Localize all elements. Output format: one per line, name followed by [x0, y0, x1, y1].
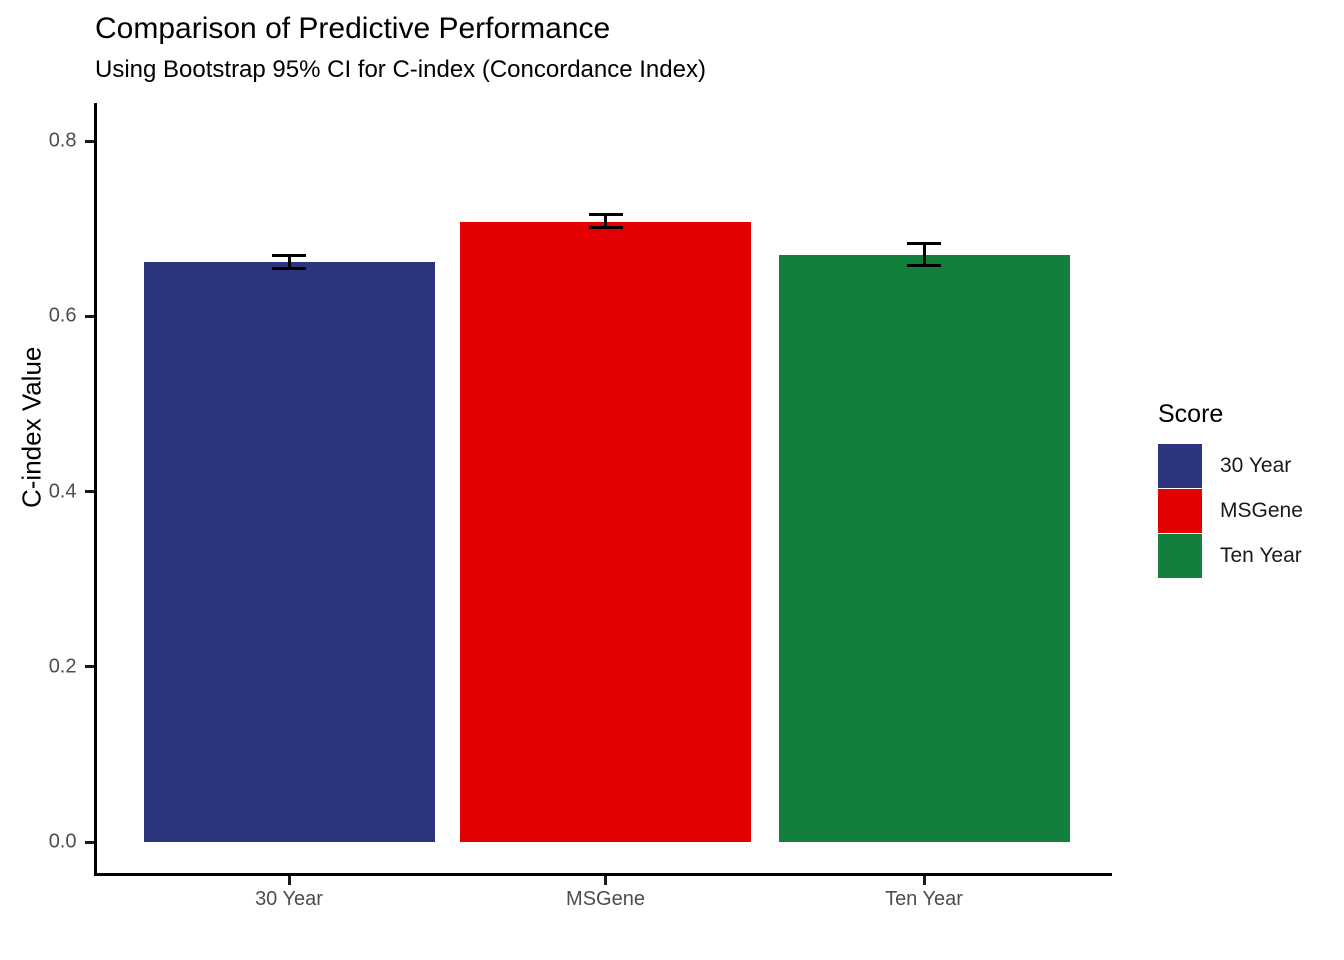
y-tick-label-0.8: 0.8	[48, 129, 77, 152]
x-tick-30-year	[287, 875, 291, 885]
y-tick-label-0.6: 0.6	[48, 304, 77, 327]
chart-subtitle: Using Bootstrap 95% CI for C-index (Conc…	[95, 56, 706, 83]
legend-label-ten-year: Ten Year	[1220, 544, 1302, 567]
legend-title: Score	[1158, 400, 1224, 428]
x-axis-line	[93, 872, 1112, 876]
y-tick-0.2	[84, 665, 94, 669]
error-bar-line-ten-year	[922, 243, 926, 266]
x-tick-label-ten-year: Ten Year	[885, 888, 963, 910]
y-tick-label-0: 0.0	[48, 830, 77, 853]
error-bar-cap-bottom-msgene	[588, 226, 623, 230]
y-tick-0.4	[84, 490, 94, 494]
y-tick-label-0.2: 0.2	[48, 655, 77, 678]
legend-swatch-30-year	[1158, 444, 1202, 488]
legend-swatch-msgene	[1158, 489, 1202, 533]
error-bar-line-msgene	[604, 214, 607, 228]
y-axis-line	[93, 103, 97, 876]
error-bar-cap-bottom-30-year	[272, 266, 306, 270]
bar-msgene	[460, 221, 751, 842]
y-tick-label-0.4: 0.4	[48, 480, 77, 503]
x-tick-label-msgene: MSGene	[566, 888, 645, 910]
error-bar-cap-top-30-year	[272, 253, 306, 257]
error-bar-cap-top-ten-year	[907, 242, 941, 246]
y-tick-0.8	[84, 139, 94, 143]
legend-label-30-year: 30 Year	[1220, 454, 1292, 477]
error-bar-cap-top-msgene	[588, 213, 623, 217]
x-tick-ten-year	[922, 875, 926, 885]
y-tick-0	[84, 840, 94, 844]
x-tick-label-30-year: 30 Year	[255, 888, 323, 910]
legend-swatch-ten-year	[1158, 534, 1202, 578]
error-bar-line-30-year	[287, 255, 291, 269]
bar-30-year	[143, 262, 435, 842]
x-tick-msgene	[604, 875, 607, 885]
legend-label-msgene: MSGene	[1220, 499, 1303, 522]
bar-ten-year	[778, 255, 1070, 842]
chart-title: Comparison of Predictive Performance	[95, 12, 611, 45]
error-bar-cap-bottom-ten-year	[907, 264, 941, 268]
y-tick-0.6	[84, 314, 94, 318]
